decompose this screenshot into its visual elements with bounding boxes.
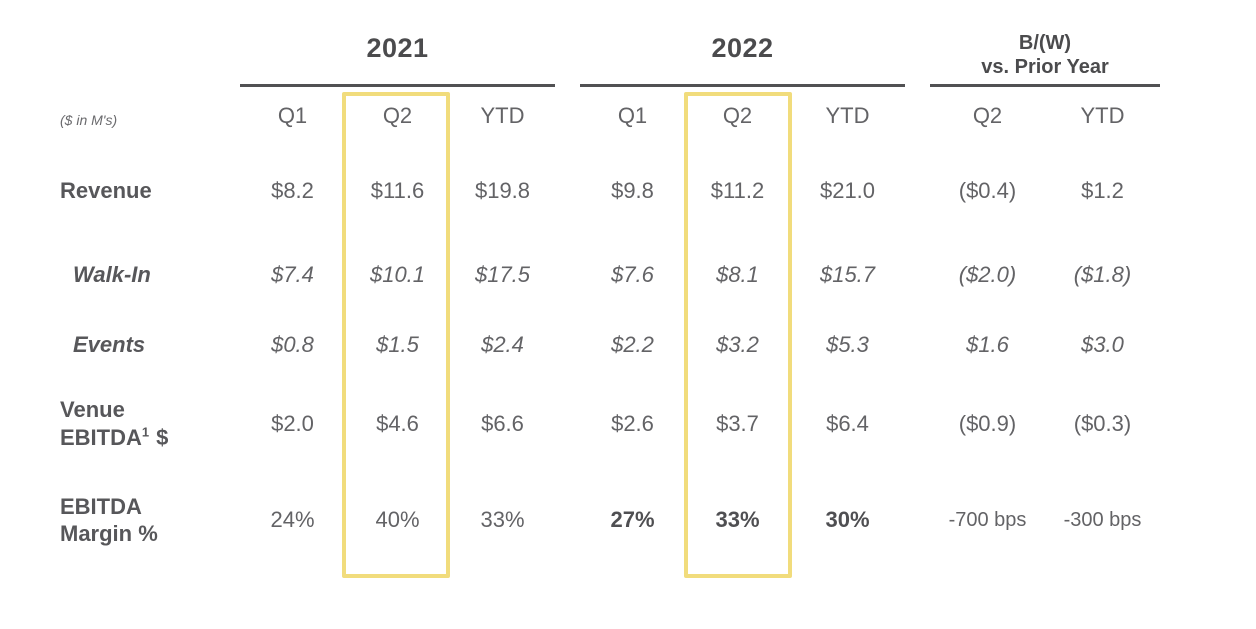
group-header-2021: 2021 xyxy=(240,25,555,87)
units-note: ($ in M's) xyxy=(60,112,118,128)
events-2022-q2: $3.2 xyxy=(716,331,759,357)
walkin-2022-q1: $7.6 xyxy=(611,261,654,287)
revenue-2022-q2: $11.2 xyxy=(710,178,765,203)
events-2021-q1: $0.8 xyxy=(271,331,314,357)
group-gap xyxy=(555,25,580,87)
walkin-2021-q2: $10.1 xyxy=(369,261,426,287)
venue-label-suffix: $ xyxy=(156,424,169,450)
ebitda-margin-bw-q2: -700 bps xyxy=(948,508,1027,531)
walkin-2021-ytd: $17.5 xyxy=(474,261,531,287)
revenue-2021-ytd: $19.8 xyxy=(474,178,531,203)
revenue-2022-q1: $9.8 xyxy=(611,178,654,203)
walkin-2021-q1: $7.4 xyxy=(271,261,314,287)
ebitda-margin-2021-q1: 24% xyxy=(270,507,315,532)
revenue-bw-ytd: $1.2 xyxy=(1081,178,1124,203)
col-header-2022-q2: Q2 xyxy=(722,103,753,128)
venue-label-line1: Venue xyxy=(60,397,125,422)
margin-label-line1: EBITDA xyxy=(60,493,142,519)
venue-ebitda-bw-ytd: ($0.3) xyxy=(1073,410,1132,436)
events-bw-q2: $1.6 xyxy=(966,331,1009,357)
col-header-2021-q2: Q2 xyxy=(382,103,413,128)
col-header-2021-ytd: YTD xyxy=(480,103,525,128)
ebitda-margin-2022-q2: 33% xyxy=(715,507,760,532)
footnote-marker: 1 xyxy=(141,424,150,440)
venue-ebitda-2022-q2: $3.7 xyxy=(716,410,759,436)
venue-ebitda-2021-q1: $2.0 xyxy=(271,410,314,436)
group-header-2022: 2022 xyxy=(580,25,905,87)
ebitda-margin-2022-ytd: 30% xyxy=(825,507,870,532)
revenue-2021-q1: $8.2 xyxy=(271,178,314,203)
venue-ebitda-bw-q2: ($0.9) xyxy=(958,410,1017,436)
events-2022-ytd: $5.3 xyxy=(826,331,869,357)
row-label-events: Events xyxy=(73,331,146,357)
units-note-cell: ($ in M's) xyxy=(30,87,240,145)
venue-ebitda-2021-q2: $4.6 xyxy=(376,410,419,436)
ebitda-margin-2022-q1: 27% xyxy=(610,507,655,532)
row-label-walk-in: Walk-In xyxy=(73,261,151,287)
col-header-2021-q1: Q1 xyxy=(277,103,308,128)
walkin-bw-ytd: ($1.8) xyxy=(1073,261,1132,287)
margin-label-line2: Margin % xyxy=(60,521,158,546)
venue-ebitda-2022-ytd: $6.4 xyxy=(826,410,869,436)
col-header-bw-ytd: YTD xyxy=(1080,103,1125,128)
group-gap xyxy=(905,25,930,87)
walkin-2022-q2: $8.1 xyxy=(716,261,759,287)
corner-spacer xyxy=(30,25,240,87)
walkin-bw-q2: ($2.0) xyxy=(958,261,1017,287)
row-label-ebitda-margin: EBITDA Margin % xyxy=(30,470,240,570)
group-header-bw-vs-prior-year: B/(W) vs. Prior Year xyxy=(930,25,1160,87)
revenue-2021-q2: $11.6 xyxy=(370,178,425,203)
ebitda-margin-2021-q2: 40% xyxy=(375,507,420,532)
col-header-2022-q1: Q1 xyxy=(617,103,648,128)
revenue-2022-ytd: $21.0 xyxy=(819,178,876,203)
walkin-2022-ytd: $15.7 xyxy=(819,261,876,287)
events-2021-ytd: $2.4 xyxy=(481,331,524,357)
events-2021-q2: $1.5 xyxy=(376,331,419,357)
venue-ebitda-2021-ytd: $6.6 xyxy=(481,410,524,436)
year-2021-label: 2021 xyxy=(366,33,429,63)
venue-ebitda-2022-q1: $2.6 xyxy=(611,410,654,436)
ebitda-margin-bw-ytd: -300 bps xyxy=(1063,508,1142,531)
col-header-bw-q2: Q2 xyxy=(972,103,1003,128)
venue-label-line2: EBITDA xyxy=(60,424,142,450)
events-2022-q1: $2.2 xyxy=(611,331,654,357)
comparison-table: 2021 2022 B/(W) vs. Prior Year ($ in M's… xyxy=(30,25,1160,570)
bw-header-line1: B/(W) xyxy=(1018,32,1072,54)
year-2022-label: 2022 xyxy=(711,33,774,63)
ebitda-margin-2021-ytd: 33% xyxy=(480,507,525,532)
row-label-revenue: Revenue xyxy=(60,178,152,204)
row-label-venue-ebitda: Venue EBITDA1 $ xyxy=(30,377,240,470)
bw-header-line2: vs. Prior Year xyxy=(981,56,1109,78)
col-header-2022-ytd: YTD xyxy=(825,103,870,128)
revenue-bw-q2: ($0.4) xyxy=(958,178,1017,203)
events-bw-ytd: $3.0 xyxy=(1081,331,1124,357)
